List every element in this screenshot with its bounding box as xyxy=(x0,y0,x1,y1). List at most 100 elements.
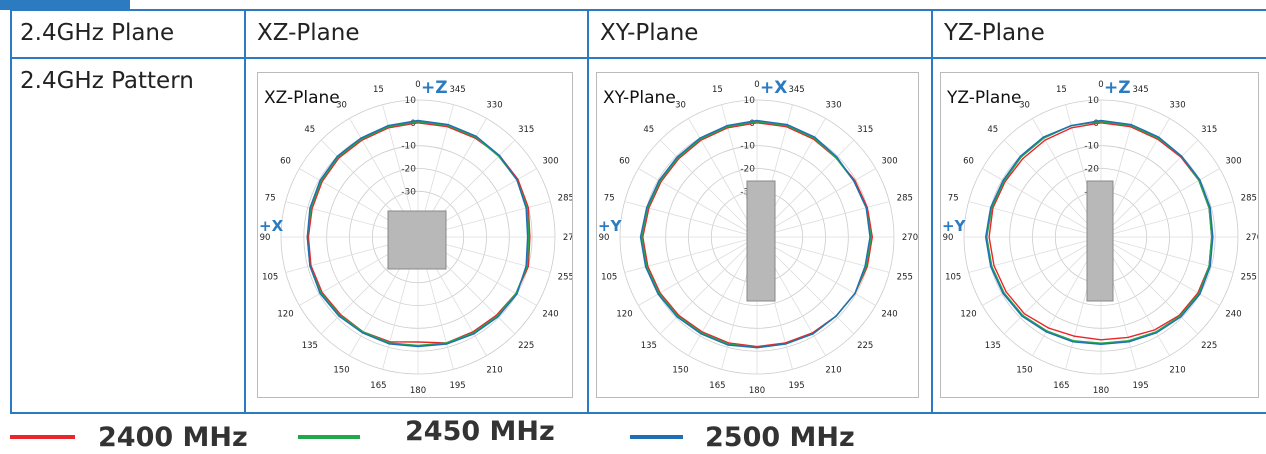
trace xyxy=(306,119,529,348)
spoke xyxy=(659,139,758,238)
trace xyxy=(986,120,1213,344)
angle-label: 165 xyxy=(370,381,386,391)
plot-title: XY-Plane xyxy=(603,88,676,108)
polar-chart: 100-10-20-300153045607590105120135150165… xyxy=(596,72,919,398)
angle-label: 345 xyxy=(1132,85,1148,95)
angle-label: 0 xyxy=(415,80,420,90)
row-label: 2.4GHz Pattern xyxy=(20,68,194,94)
r-tick-label: 10 xyxy=(405,96,417,106)
angle-label: 135 xyxy=(641,341,657,351)
angle-label: 90 xyxy=(599,233,610,243)
angle-label: 90 xyxy=(260,233,271,243)
angle-label: 300 xyxy=(881,157,897,167)
angle-label: 150 xyxy=(333,366,349,376)
angle-label: 255 xyxy=(897,273,913,283)
angle-label: 345 xyxy=(788,85,804,95)
angle-label: 315 xyxy=(518,125,534,135)
angle-label: 315 xyxy=(857,125,873,135)
angle-label: 270 xyxy=(563,233,573,243)
angle-label: 105 xyxy=(945,273,961,283)
border xyxy=(10,412,1266,414)
angle-label: 165 xyxy=(1053,381,1069,391)
angle-label: 240 xyxy=(542,310,558,320)
spoke xyxy=(688,236,758,356)
spoke xyxy=(1100,236,1234,273)
angle-label: 135 xyxy=(302,341,318,351)
angle-label: 60 xyxy=(963,157,974,167)
angle-label: 285 xyxy=(558,193,573,203)
border xyxy=(10,9,1266,11)
angle-label: 30 xyxy=(1019,100,1030,110)
angle-label: 135 xyxy=(985,341,1001,351)
angle-label: 255 xyxy=(558,273,573,283)
angle-label: 270 xyxy=(1246,233,1259,243)
device-photo xyxy=(1086,180,1114,302)
r-tick-label: -20 xyxy=(1084,165,1099,175)
spoke xyxy=(638,236,758,306)
spoke xyxy=(756,168,876,238)
legend-swatch xyxy=(630,435,683,439)
trace xyxy=(307,122,531,344)
spoke xyxy=(1100,236,1199,335)
trace xyxy=(984,119,1214,346)
angle-label: 180 xyxy=(410,386,426,396)
angle-label: 90 xyxy=(943,233,954,243)
r-tick-label: -10 xyxy=(1084,142,1099,152)
left-axis-label: +X xyxy=(259,217,284,235)
angle-label: 345 xyxy=(449,85,465,95)
tab xyxy=(0,0,130,10)
angle-label: 60 xyxy=(280,157,291,167)
angle-label: 165 xyxy=(709,381,725,391)
angle-label: 300 xyxy=(542,157,558,167)
trace xyxy=(642,122,874,348)
angle-label: 105 xyxy=(262,273,278,283)
spoke xyxy=(1100,139,1199,238)
angle-label: 240 xyxy=(881,310,897,320)
angle-label: 75 xyxy=(265,193,276,203)
angle-label: 330 xyxy=(825,100,841,110)
top-axis-label: +X xyxy=(760,78,787,98)
angle-label: 180 xyxy=(1093,386,1109,396)
angle-label: 210 xyxy=(1169,366,1185,376)
left-axis-label: +Y xyxy=(598,217,623,235)
angle-label: 285 xyxy=(897,193,913,203)
left-axis-label: +Y xyxy=(942,217,967,235)
r-tick-label: -10 xyxy=(401,142,416,152)
angle-label: 270 xyxy=(902,233,918,243)
angle-label: 30 xyxy=(675,100,686,110)
angle-label: 225 xyxy=(518,341,534,351)
header-cell: XZ-Plane xyxy=(257,20,360,46)
angle-label: 315 xyxy=(1201,125,1217,135)
spoke xyxy=(1100,201,1234,238)
angle-label: 330 xyxy=(486,100,502,110)
device-photo xyxy=(746,180,776,302)
plot-title: YZ-Plane xyxy=(946,88,1022,108)
angle-label: 195 xyxy=(1132,381,1148,391)
angle-label: 150 xyxy=(1016,366,1032,376)
plot-title: XZ-Plane xyxy=(264,88,340,108)
spoke xyxy=(638,168,758,238)
r-tick-label: 10 xyxy=(744,96,756,106)
angle-label: 240 xyxy=(1225,310,1241,320)
angle-label: 210 xyxy=(825,366,841,376)
spoke xyxy=(659,236,758,335)
header-cell: YZ-Plane xyxy=(944,20,1045,46)
angle-label: 45 xyxy=(987,125,998,135)
polar-chart: 100-10-20-300153045607590105120135150165… xyxy=(257,72,573,398)
border xyxy=(10,57,1266,59)
spoke xyxy=(982,168,1102,238)
legend-label: 2500 MHz xyxy=(705,422,855,453)
angle-label: 255 xyxy=(1241,273,1257,283)
header-cell: XY-Plane xyxy=(600,20,699,46)
angle-label: 225 xyxy=(857,341,873,351)
spoke xyxy=(756,236,876,306)
angle-label: 105 xyxy=(601,273,617,283)
border xyxy=(244,9,246,414)
angle-label: 180 xyxy=(749,386,765,396)
border xyxy=(931,9,933,414)
r-tick-label: -10 xyxy=(740,142,755,152)
spoke xyxy=(1003,236,1102,335)
device-photo xyxy=(387,210,447,270)
trace xyxy=(639,119,871,349)
angle-label: 15 xyxy=(1056,85,1067,95)
